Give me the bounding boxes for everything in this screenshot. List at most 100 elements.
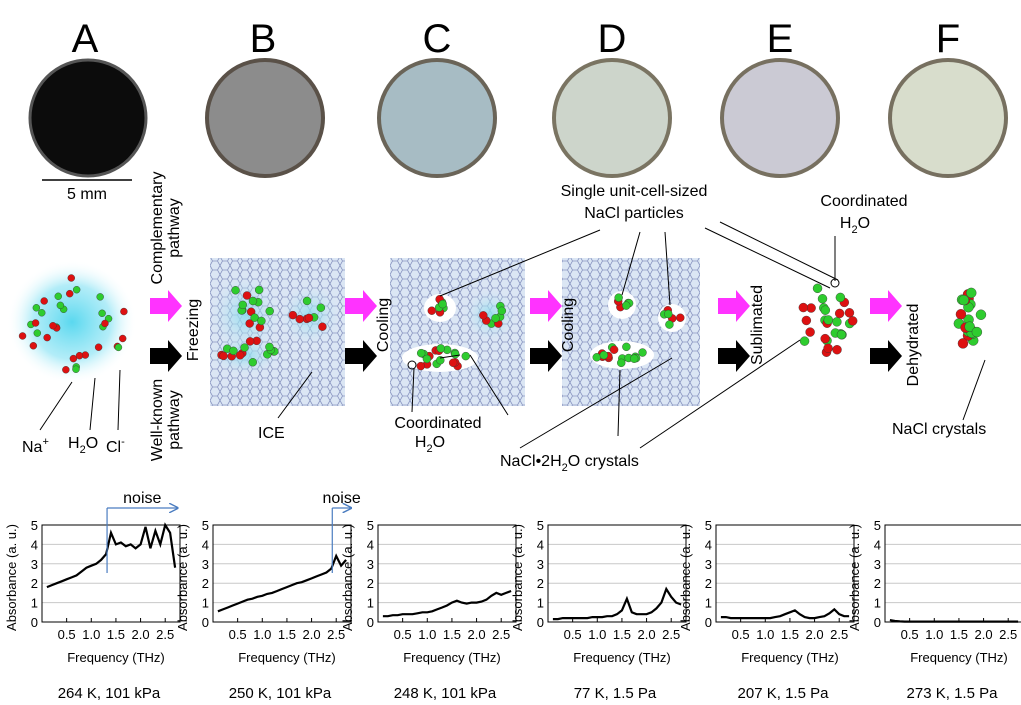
atom [249,358,257,366]
atom [55,293,62,300]
y-tick-label: 1 [705,596,712,611]
text: H [68,435,80,452]
x-axis-label: Frequency (THz) [403,650,501,665]
step-label: Sublimated [749,285,766,365]
sample-photos [30,60,1006,176]
text: H [840,215,852,232]
disc [554,60,670,176]
data-line [721,609,849,618]
atom [833,345,842,354]
x-tick-label: 2.0 [638,627,656,642]
atom [220,352,228,360]
y-tick-label: 0 [202,615,209,630]
disc [722,60,838,176]
chart: 0123450.51.01.52.02.5Absorbance (a. u.)F… [510,518,686,702]
x-tick-label: 0.5 [58,627,76,642]
atom [266,307,274,315]
x-tick-label: 1.5 [613,627,631,642]
y-tick-label: 2 [202,576,209,591]
atom [806,328,815,337]
x-axis-label: Frequency (THz) [741,650,839,665]
y-tick-label: 5 [705,518,712,533]
atom [492,314,500,322]
x-tick-label: 2.5 [999,627,1017,642]
disc [207,60,323,176]
y-tick-label: 4 [31,537,38,552]
y-tick-label: 0 [874,615,881,630]
atom [837,330,846,339]
atom [802,316,811,325]
y-tick-label: 4 [202,537,209,552]
plot-frame [716,525,854,622]
text: + [42,436,48,448]
text: NaCl particles [584,205,684,222]
atom [639,349,647,357]
step-label: Cooling [560,298,577,352]
caption: 250 K, 101 kPa [229,685,332,702]
atom [44,334,51,341]
plot-frame [548,525,686,622]
y-tick-label: 5 [537,518,544,533]
atom [664,310,672,318]
step-label: Freezing [185,299,202,361]
x-tick-label: 1.5 [443,627,461,642]
y-tick-label: 1 [202,596,209,611]
atom [30,342,37,349]
panel-letter: B [250,17,277,61]
atom [239,301,247,309]
atom [34,330,41,337]
label: H2O [68,435,98,456]
atom [62,366,69,373]
y-tick-label: 3 [874,557,881,572]
y-tick-label: 0 [31,615,38,630]
atom [76,352,83,359]
y-axis-label: Absorbance (a. u.) [340,524,355,631]
atom [824,315,833,324]
x-axis-label: Frequency (THz) [910,650,1008,665]
atom [437,344,445,352]
y-tick-label: 2 [367,576,374,591]
x-axis-label: Frequency (THz) [238,650,336,665]
x-tick-label: 0.5 [229,627,247,642]
atom [462,352,470,360]
annotation: noise [323,490,361,507]
y-axis-label: Absorbance (a. u.) [847,524,862,631]
y-tick-label: 3 [31,557,38,572]
atom [289,311,297,319]
atom [38,309,45,316]
x-tick-label: 0.5 [394,627,412,642]
y-tick-label: 1 [874,596,881,611]
data-line [47,525,175,587]
x-tick-label: 1.0 [253,627,271,642]
arrow [718,340,750,372]
y-tick-label: 5 [367,518,374,533]
y-tick-label: 5 [874,518,881,533]
x-tick-label: 1.5 [781,627,799,642]
plot-frame [213,525,351,622]
x-tick-label: 1.0 [756,627,774,642]
atom [958,338,968,348]
caption: 273 K, 1.5 Pa [907,685,999,702]
atom [101,320,108,327]
x-tick-label: 2.0 [468,627,486,642]
caption: 264 K, 101 kPa [58,685,161,702]
atom [610,346,618,354]
plot-frame [378,525,516,622]
atom [800,337,809,346]
y-tick-label: 5 [31,518,38,533]
y-axis-label: Absorbance (a. u.) [4,524,19,631]
atom [68,274,75,281]
x-tick-label: 2.0 [303,627,321,642]
y-tick-label: 3 [537,557,544,572]
y-tick-label: 3 [202,557,209,572]
atom [799,303,808,312]
x-tick-label: 0.5 [732,627,750,642]
panel-letter: C [423,17,452,61]
data-line [890,620,1018,622]
text: H [415,434,427,451]
atom [243,292,251,300]
atom [622,343,630,351]
data-line [383,591,511,616]
